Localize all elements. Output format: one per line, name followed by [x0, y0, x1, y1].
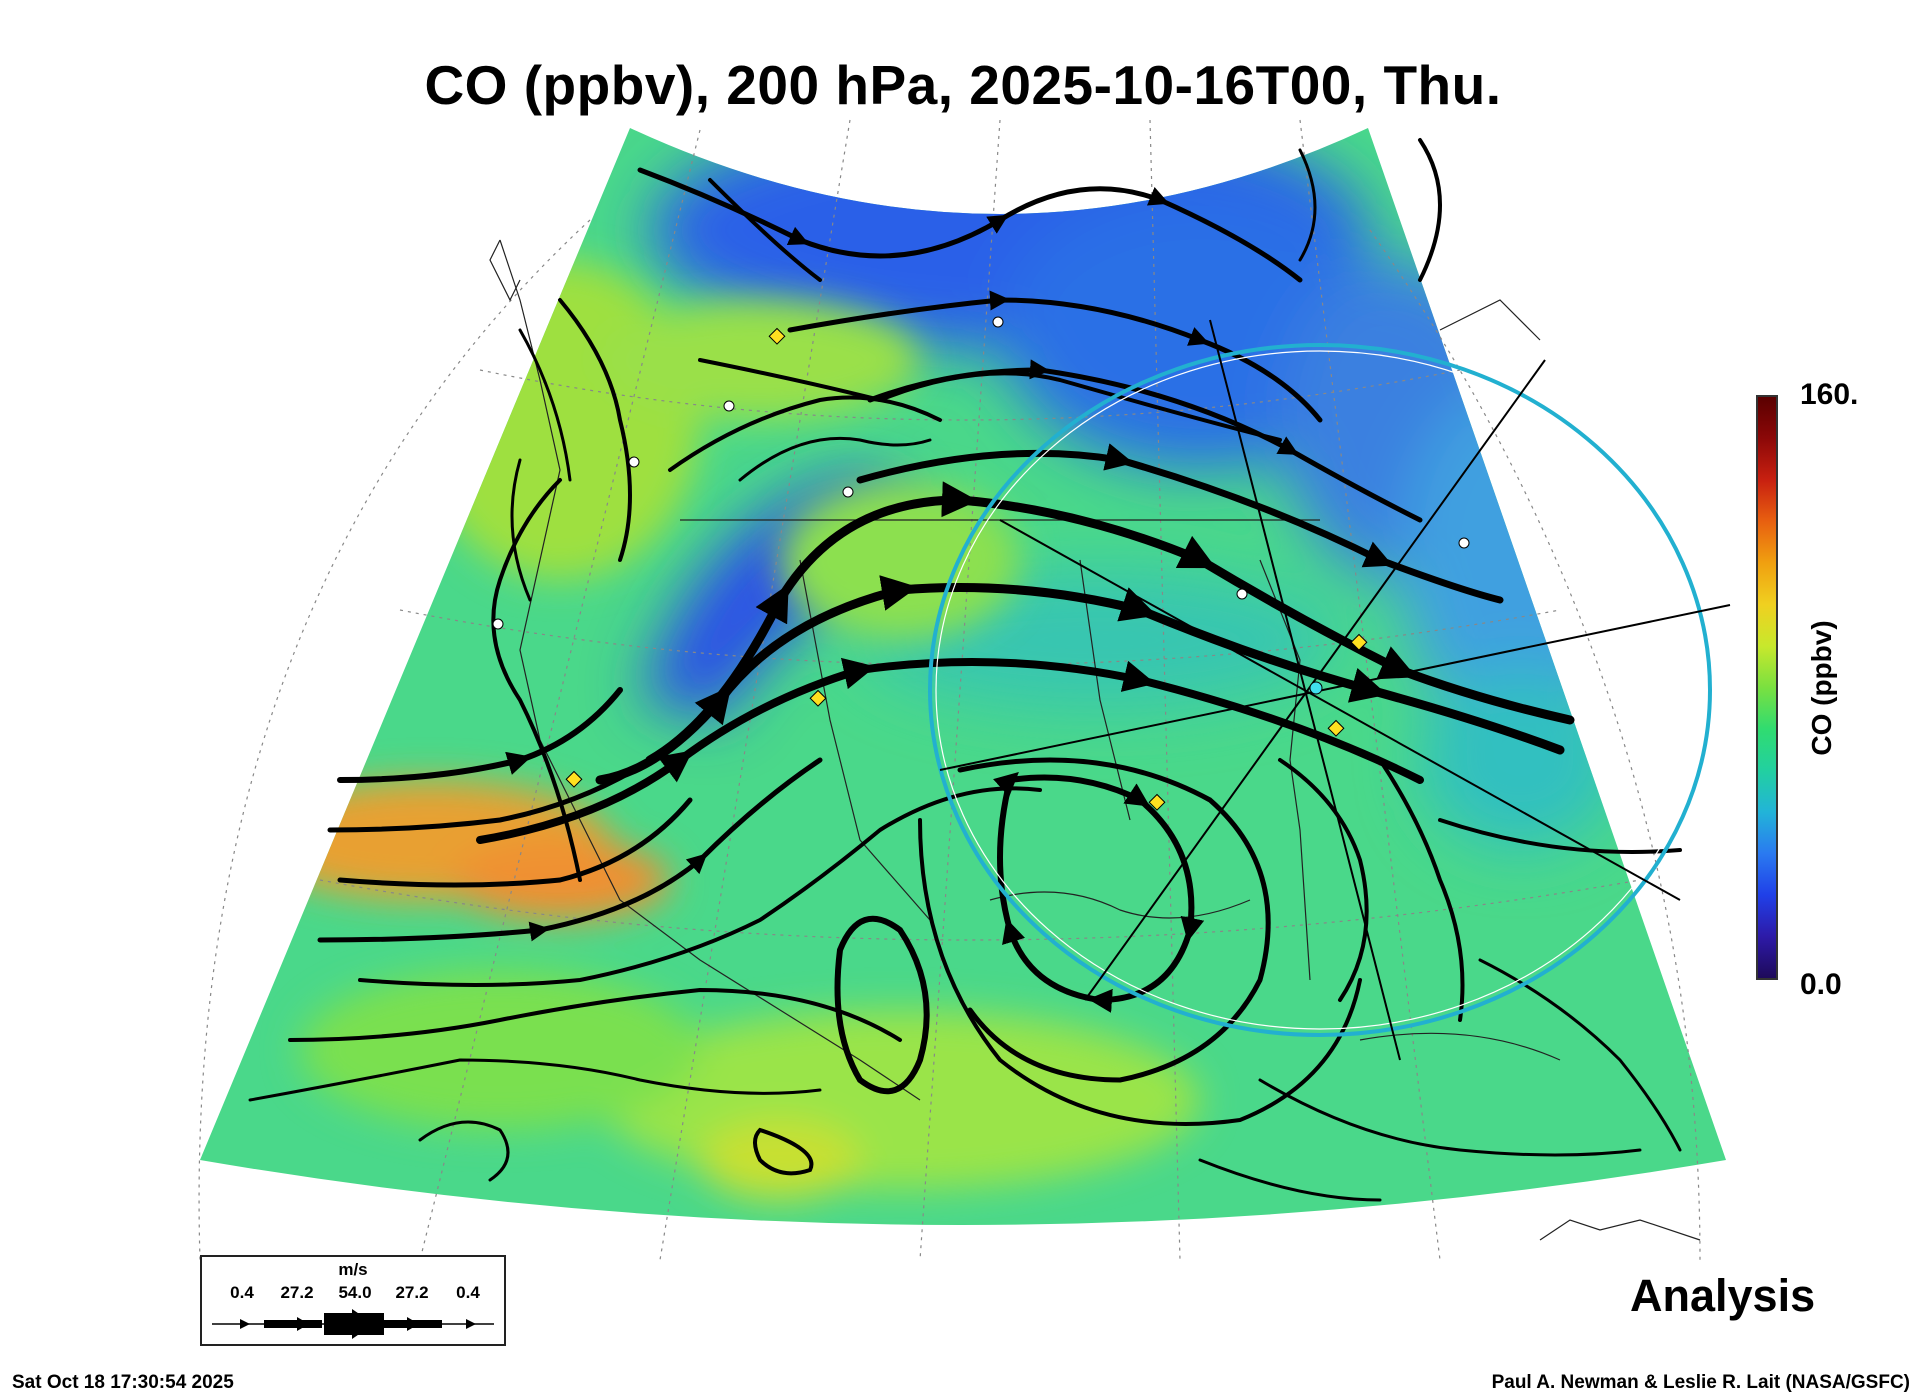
overlay-ring [928, 319, 1731, 1061]
colorbar-title: CO (ppbv) [1806, 620, 1837, 756]
streamline [834, 915, 930, 1095]
streamline [337, 687, 623, 783]
white-star-marker [723, 400, 735, 412]
streamline [1278, 758, 1369, 1002]
white-star-marker [842, 486, 854, 498]
timestamp: Sat Oct 18 17:30:54 2025 [12, 1372, 234, 1393]
yellow-diamond-marker [1148, 793, 1166, 811]
streamline [418, 1120, 510, 1182]
streamline [637, 167, 1303, 283]
legend-units: m/s [338, 1260, 368, 1279]
cyan-center-marker [1309, 681, 1323, 695]
white-star-marker [492, 618, 504, 630]
streamline [558, 298, 632, 562]
colorbar [1756, 395, 1778, 980]
yellow-diamond-marker [1350, 633, 1368, 651]
legend-value: 0.4 [456, 1283, 480, 1302]
streamline [918, 818, 1362, 1126]
analysis-label: Analysis [1630, 1270, 1816, 1321]
wind-speed-legend: m/s 0.4 27.2 54.0 27.2 0.4 [200, 1255, 506, 1346]
legend-value: 27.2 [280, 1283, 314, 1302]
streamline [327, 737, 683, 833]
white-star-marker [1458, 537, 1470, 549]
streamline [708, 178, 822, 282]
legend-value: 54.0 [338, 1283, 372, 1302]
legend-value: 27.2 [395, 1283, 429, 1302]
streamline [738, 436, 932, 482]
streamline [518, 328, 572, 482]
streamline [957, 757, 1271, 1083]
streamline [358, 786, 1042, 987]
page-title: CO (ppbv), 200 hPa, 2025-10-16T00, Thu. [424, 54, 1502, 116]
streamline [1438, 818, 1682, 854]
yellow-diamond-marker [1327, 719, 1345, 737]
streamline [1378, 758, 1465, 1022]
colorbar-min-label: 0.0 [1800, 968, 1842, 1001]
streamline [668, 395, 942, 472]
yellow-diamond-marker [768, 327, 786, 345]
co-field [200, 128, 1726, 1225]
streamline [1258, 1078, 1642, 1157]
streamline [476, 657, 1424, 844]
yellow-diamond-marker [565, 770, 583, 788]
streamline [1298, 148, 1317, 262]
station-markers [492, 316, 1470, 811]
streamline [248, 1058, 822, 1102]
streamline [753, 1127, 814, 1176]
streamline [1418, 138, 1442, 282]
legend-value: 0.4 [230, 1283, 254, 1302]
yellow-diamond-marker [809, 689, 827, 707]
credit: Paul A. Newman & Leslie R. Lait (NASA/GS… [1491, 1372, 1910, 1393]
white-star-marker [628, 456, 640, 468]
streamline [1000, 774, 1191, 1001]
legend-arrow-scale [212, 1309, 494, 1339]
streamline [510, 458, 532, 602]
streamline [1198, 1158, 1382, 1202]
streamline [491, 478, 582, 882]
streamline [288, 987, 902, 1042]
colorbar-max-label: 160. [1800, 378, 1859, 411]
streamline [317, 757, 823, 943]
white-star-marker [1236, 588, 1248, 600]
white-star-marker [992, 316, 1004, 328]
streamlines [248, 138, 1682, 1202]
